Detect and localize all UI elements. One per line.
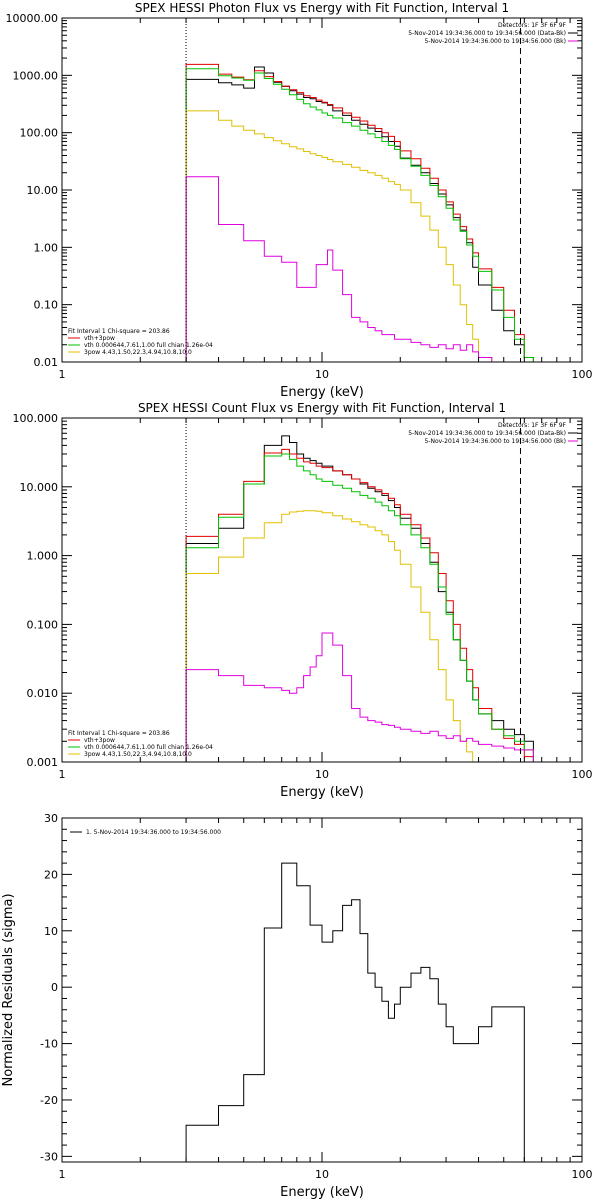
- x-axis-label: Energy (keV): [280, 785, 364, 800]
- y-tick-label: 10000.00: [6, 12, 59, 25]
- series-line-0: [185, 862, 525, 1162]
- series-line-4: [185, 632, 534, 762]
- x-tick-label: 1: [59, 368, 66, 381]
- legend-vth3pow: vth+3pow: [84, 335, 115, 342]
- legend-bk: 5-Nov-2014 19:34:36.000 to 19:34:56.000 …: [424, 38, 566, 45]
- y-tick-label: 100.000: [13, 412, 59, 425]
- legend-3pow: 3pow 4.43,1.50,22.3,4.94,10.8,10.0: [84, 751, 192, 758]
- series-line-2: [185, 453, 534, 762]
- legend-detectors: Detectors: 1F 3F 6F 9F: [498, 422, 567, 429]
- series-line-2: [185, 68, 534, 362]
- legend-bk: 5-Nov-2014 19:34:36.000 to 19:34:56.000 …: [424, 438, 566, 445]
- x-axis-label: Energy (keV): [280, 1185, 364, 1200]
- legend-residual: 1. 5-Nov-2014 19:34:36.000 to 19:34:56.0…: [86, 829, 221, 836]
- x-tick-label: 100: [572, 368, 593, 381]
- y-tick-label: 20: [44, 868, 58, 881]
- x-tick-label: 1: [59, 1168, 66, 1181]
- legend-detectors: Detectors: 1F 3F 6F 9F: [498, 22, 567, 29]
- x-tick-labels: 1 10 100: [59, 768, 593, 781]
- y-tick-label: 0.01: [34, 356, 59, 369]
- y-tick-label: 100.00: [20, 127, 59, 140]
- y-tick-label: 0: [51, 981, 58, 994]
- y-tick-label: -10: [40, 1038, 58, 1051]
- x-tick-labels: 1 10 100: [59, 368, 593, 381]
- y-tick-label: 30: [44, 812, 58, 825]
- y-tick-label: 10: [44, 925, 58, 938]
- vertical-markers: [185, 18, 521, 362]
- x-tick-label: 1: [59, 768, 66, 781]
- y-tick-label: 0.010: [27, 687, 59, 700]
- series-group: [185, 435, 534, 762]
- legend-top-right: Detectors: 1F 3F 6F 9F 5-Nov-2014 19:34:…: [408, 422, 578, 445]
- legend-bottom-left: Fit Interval 1 Chi-square = 203.86 vth+3…: [68, 328, 213, 356]
- y-tick-label: 0.001: [27, 756, 59, 769]
- series-line-0: [185, 66, 534, 362]
- y-tick-label: -20: [40, 1094, 58, 1107]
- legend-data-bk: 5-Nov-2014 19:34:36.000 to 19:34:56.000 …: [408, 30, 566, 37]
- series-line-3: [185, 110, 534, 362]
- x-tick-label: 10: [315, 1168, 329, 1181]
- x-tick-label: 10: [315, 768, 329, 781]
- series-line-4: [185, 176, 534, 362]
- y-axis-label: Normalized Residuals (sigma): [1, 893, 16, 1086]
- y-tick-label: 10.000: [20, 481, 59, 494]
- x-tick-labels: 1 10 100: [59, 1168, 593, 1181]
- x-axis-label: Energy (keV): [280, 385, 364, 400]
- y-tick-label: 1.000: [27, 550, 59, 563]
- legend-fit-interval: Fit Interval 1 Chi-square = 203.86: [68, 328, 170, 335]
- y-tick-label: 10.00: [27, 184, 59, 197]
- panel-photon-flux: SPEX HESSI Photon Flux vs Energy with Fi…: [6, 1, 593, 400]
- legend-data-bk: 5-Nov-2014 19:34:36.000 to 19:34:56.000 …: [408, 430, 566, 437]
- y-tick-label: 1.00: [34, 241, 59, 254]
- x-tick-label: 100: [572, 768, 593, 781]
- legend-vth: vth 0.000644,7.61,1.00 full chian 1.26e-…: [84, 342, 213, 349]
- series-group: [185, 862, 525, 1162]
- y-tick-labels: 30 20 10 0 -10 -20 -30: [40, 812, 58, 1163]
- plot-frame: [61, 817, 583, 1163]
- legend-vth3pow: vth+3pow: [84, 737, 115, 744]
- axis-ticks: [61, 817, 582, 1162]
- y-tick-label: 0.10: [34, 299, 59, 312]
- y-tick-labels: 0.01 0.10 1.00 10.00 100.00 1000.00 10000.00: [6, 12, 59, 369]
- legend-vth: vth 0.000644,7.61,1.00 full chian 1.26e-…: [84, 744, 213, 751]
- y-tick-labels: 0.001 0.010 0.100 1.000 10.000 100.000: [13, 412, 59, 769]
- axis-ticks: [61, 17, 582, 363]
- y-tick-label: 0.100: [27, 618, 59, 631]
- x-tick-label: 100: [572, 1168, 593, 1181]
- plot-frame: [61, 417, 583, 763]
- legend: 1. 5-Nov-2014 19:34:36.000 to 19:34:56.0…: [70, 829, 221, 836]
- series-line-3: [185, 510, 534, 762]
- legend-top-right: Detectors: 1F 3F 6F 9F 5-Nov-2014 19:34:…: [408, 22, 578, 45]
- series-group: [185, 63, 534, 362]
- x-tick-label: 10: [315, 368, 329, 381]
- legend-fit-interval: Fit Interval 1 Chi-square = 203.86: [68, 730, 170, 737]
- y-tick-label: 1000.00: [13, 69, 59, 82]
- legend-bottom-left: Fit Interval 1 Chi-square = 203.86 vth+3…: [68, 730, 213, 758]
- chart-title: SPEX HESSI Photon Flux vs Energy with Fi…: [135, 1, 509, 15]
- panel-count-flux: SPEX HESSI Count Flux vs Energy with Fit…: [13, 401, 593, 800]
- series-line-1: [185, 448, 534, 762]
- vertical-markers: [185, 418, 521, 762]
- axis-ticks: [61, 417, 582, 763]
- legend-3pow: 3pow 4.43,1.50,22.3,4.94,10.8,10.0: [84, 349, 192, 356]
- chart-title: SPEX HESSI Count Flux vs Energy with Fit…: [138, 401, 506, 415]
- y-tick-label: -30: [40, 1150, 58, 1163]
